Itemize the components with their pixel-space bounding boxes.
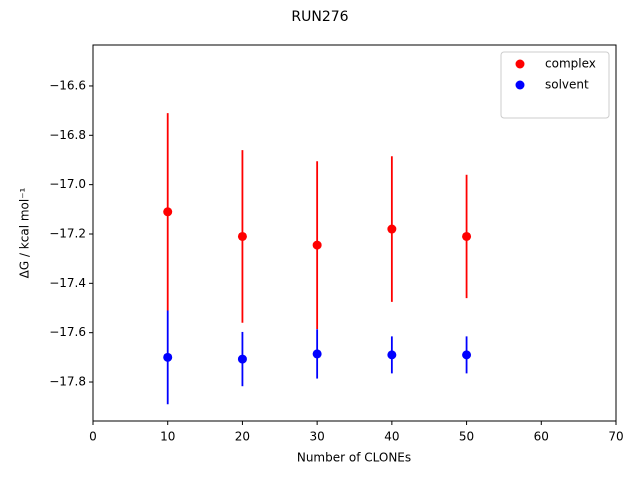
y-tick-label: −16.8: [49, 128, 86, 142]
chart-title: RUN276: [291, 9, 348, 25]
x-tick-label: 10: [160, 430, 175, 444]
y-tick-label: −17.6: [49, 325, 86, 339]
y-axis-label: ΔG / kcal mol⁻¹: [18, 187, 32, 278]
legend-marker: [515, 80, 525, 90]
x-tick-label: 20: [235, 430, 250, 444]
y-tick-label: −17.0: [49, 177, 86, 191]
x-tick-label: 50: [459, 430, 474, 444]
data-point: [163, 207, 173, 217]
data-point: [387, 350, 397, 360]
data-point: [312, 240, 322, 250]
x-tick-label: 40: [384, 430, 399, 444]
y-tick-label: −17.4: [49, 276, 86, 290]
data-point: [387, 224, 397, 234]
y-tick-label: −17.8: [49, 375, 86, 389]
x-tick-label: 60: [534, 430, 549, 444]
data-point: [237, 354, 247, 364]
data-point: [312, 349, 322, 359]
x-tick-label: 70: [608, 430, 623, 444]
legend-label: complex: [545, 57, 596, 71]
plot-frame: [92, 44, 617, 422]
x-tick-label: 0: [89, 430, 97, 444]
x-axis-label: Number of CLONEs: [297, 451, 411, 465]
y-tick-label: −17.2: [49, 226, 86, 240]
x-tick-label: 30: [310, 430, 325, 444]
legend-marker: [515, 59, 525, 69]
data-point: [163, 352, 173, 362]
legend-box: [500, 51, 610, 119]
y-tick-label: −16.6: [49, 78, 86, 92]
data-point: [462, 350, 472, 360]
data-point: [237, 231, 247, 241]
data-point: [462, 231, 472, 241]
legend-label: solvent: [545, 78, 589, 92]
